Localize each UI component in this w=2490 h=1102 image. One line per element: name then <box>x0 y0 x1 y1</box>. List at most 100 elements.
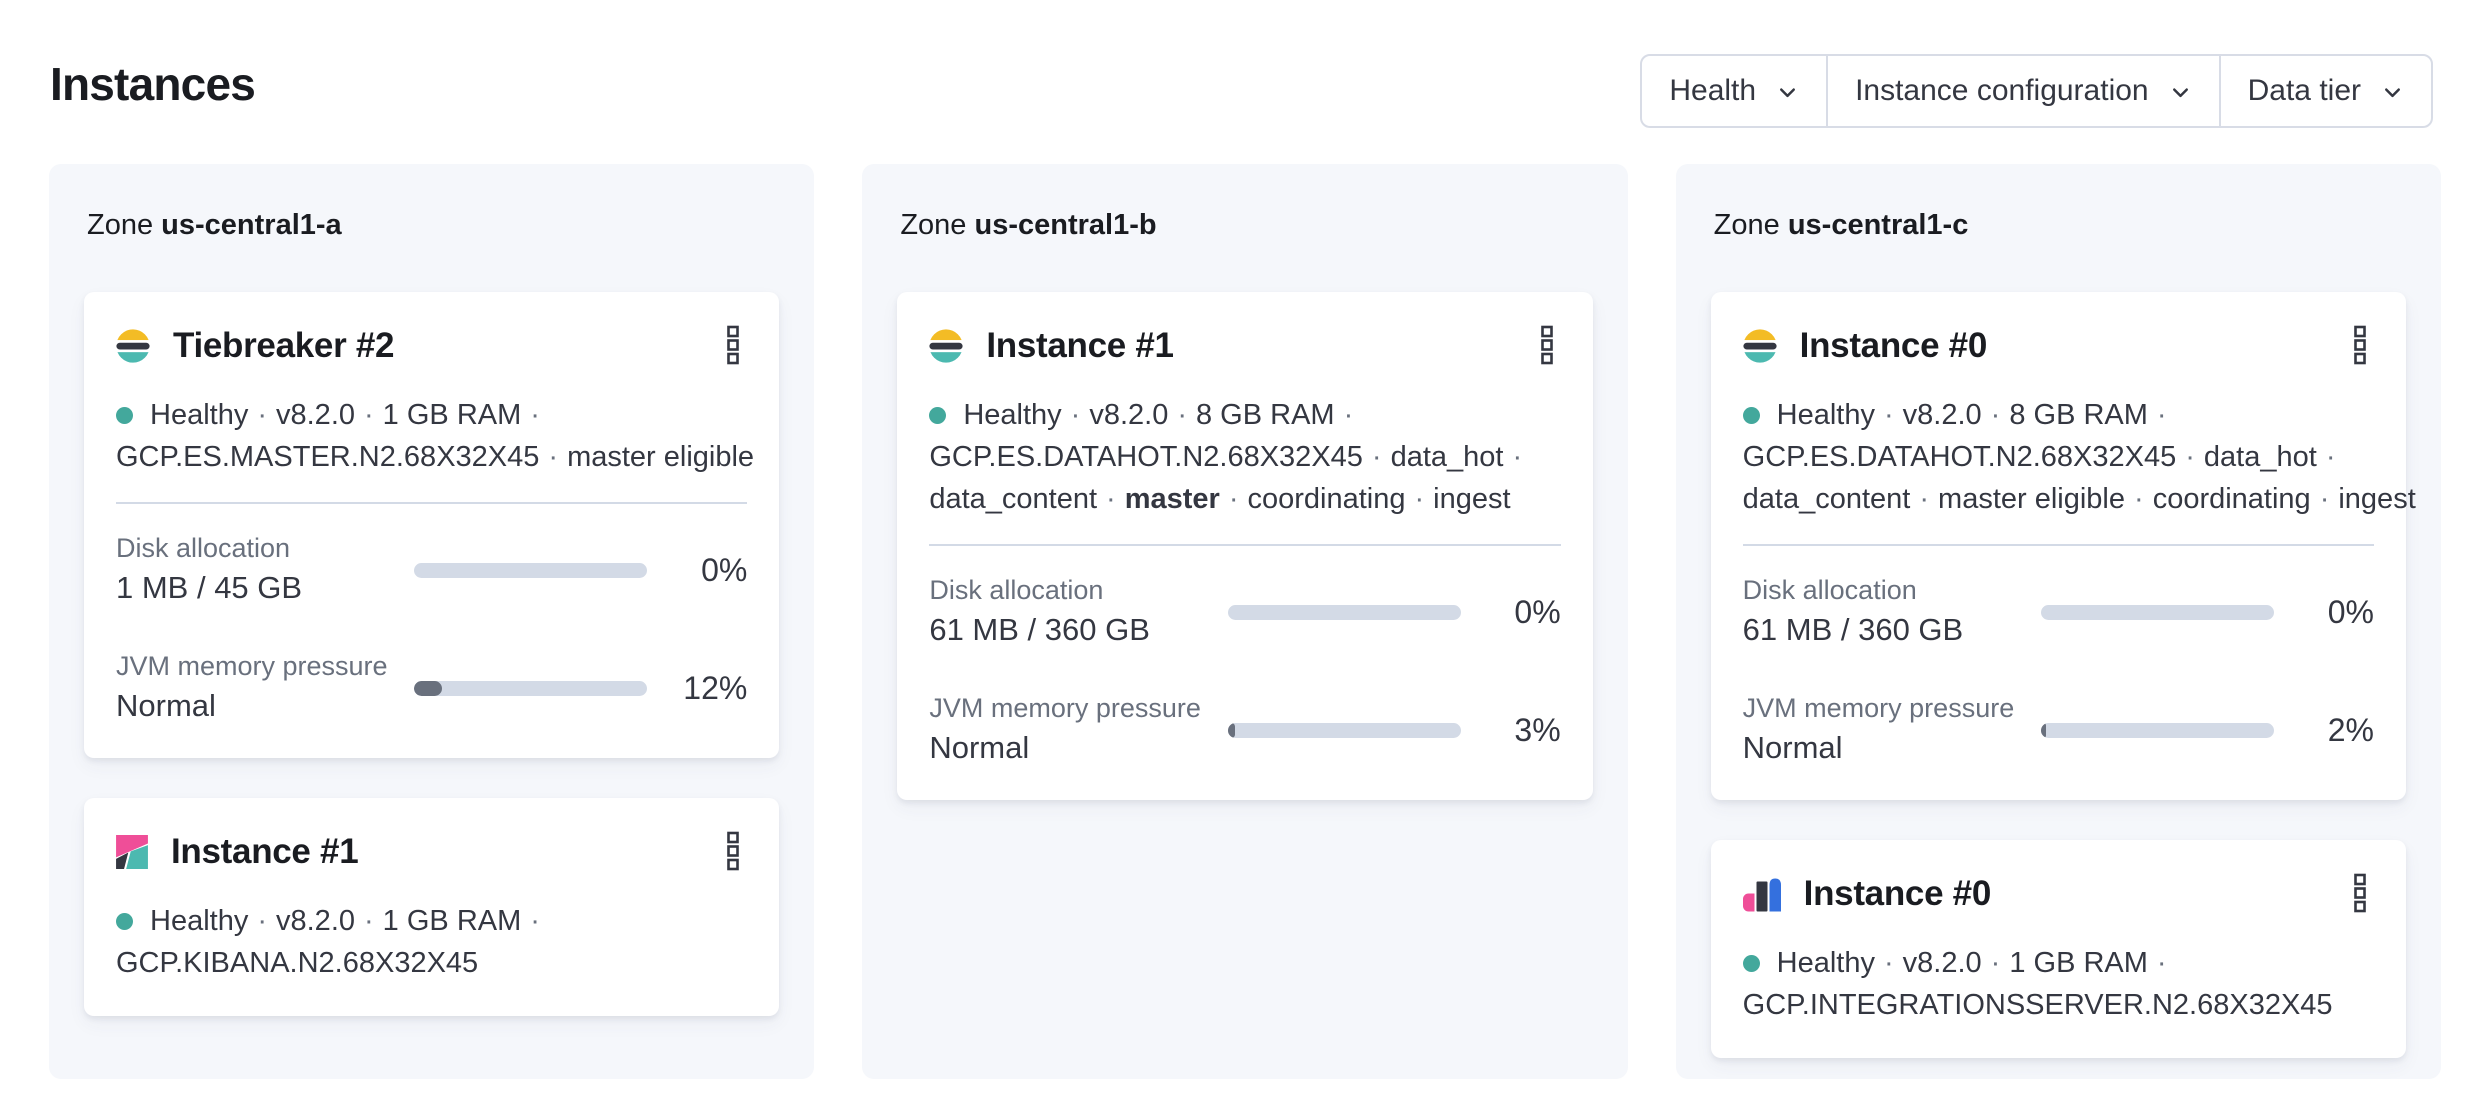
meta-separator: · <box>1228 483 1239 515</box>
metric-value: 61 MB / 360 GB <box>929 612 1150 647</box>
zone-panel-us-central1-a: Zone us-central1-a Tiebreaker #2 Healthy · v… <box>49 164 815 1079</box>
chevron-down-icon <box>1776 81 1799 104</box>
instance-meta-segment: data_content <box>929 483 1098 515</box>
instance-meta-segment: 8 GB RAM <box>1196 399 1335 431</box>
meta-separator: · <box>364 905 374 937</box>
filter-button-label: Data tier <box>2247 74 2361 107</box>
metric-progress-fill <box>1227 722 1235 738</box>
metric-row-disk-allocation: Disk allocation 1 MB / 45 GB 0% <box>116 532 747 608</box>
zone-label-prefix: Zone <box>87 209 162 241</box>
instance-meta-line: data_content · master · coordinating · ingest <box>929 478 1560 520</box>
instance-meta-line: Healthy · v8.2.0 · 8 GB RAM · <box>929 394 1560 436</box>
instance-card-header: Instance #0 <box>1742 870 2374 918</box>
instance-meta: Healthy · v8.2.0 · 1 GB RAM · GCP.INTEGRATIONS… <box>1742 942 2374 1026</box>
page-header: Instances Health Instance configuration Da… <box>0 0 2490 164</box>
instance-meta-segment: 1 GB RAM <box>382 399 522 431</box>
instance-meta-segment: master eligible <box>1938 483 2126 515</box>
metric-row-jvm-memory-pressure: JVM memory pressure Normal 12% <box>116 650 747 726</box>
instance-title: Instance #1 <box>986 326 1174 365</box>
zone-label-prefix: Zone <box>1713 209 1788 241</box>
metric-value: Normal <box>116 688 216 723</box>
metric-label: JVM memory pressure <box>116 651 388 681</box>
instance-menu-button[interactable] <box>711 322 755 370</box>
instance-menu-button[interactable] <box>2338 322 2382 370</box>
instance-card: Instance #0 Healthy · v8.2.0 · 8 GB RAM · GCP.E… <box>1710 292 2416 800</box>
instance-meta-segment: master eligible <box>567 441 755 473</box>
metric-text: JVM memory pressure Normal <box>1743 692 2041 768</box>
health-status-dot <box>1742 407 1760 424</box>
meta-separator: · <box>1990 947 2001 979</box>
meta-separator: · <box>257 905 267 937</box>
zone-name: us-central1-c <box>1787 209 1969 241</box>
filter-group: Health Instance configuration Data tier <box>1640 54 2433 128</box>
metric-value: Normal <box>929 730 1030 765</box>
instance-meta-line: data_content · master eligible · coordinatin… <box>1742 478 2416 520</box>
instance-meta: Healthy · v8.2.0 · 1 GB RAM · GCP.ES.MASTER.N2… <box>116 394 754 478</box>
instance-meta-segment: Healthy <box>1776 947 1875 979</box>
instance-menu-button[interactable] <box>1525 322 1569 370</box>
instance-meta-segment: Healthy <box>150 905 249 937</box>
metric-label: JVM memory pressure <box>929 693 1201 723</box>
boxes-vertical-icon <box>726 325 740 368</box>
instance-meta-segment: 1 GB RAM <box>2009 947 2148 979</box>
integrations-server-logo-icon <box>1742 876 1781 912</box>
instance-meta: Healthy · v8.2.0 · 1 GB RAM · GCP.KIBANA.N2.68… <box>116 900 747 984</box>
metric-label: Disk allocation <box>929 575 1104 605</box>
meta-separator: · <box>1371 441 1382 473</box>
meta-separator: · <box>530 905 540 937</box>
metric-percent: 12% <box>683 669 748 706</box>
meta-separator: · <box>2156 399 2167 431</box>
metric-percent: 0% <box>701 551 748 588</box>
instance-meta-segment: v8.2.0 <box>276 905 355 937</box>
boxes-vertical-icon <box>2353 873 2367 916</box>
instance-meta-segment: data_hot <box>2203 441 2317 473</box>
instance-card-header: Tiebreaker #2 <box>116 322 747 370</box>
metric-label: JVM memory pressure <box>1742 693 2015 723</box>
filter-button-data-tier[interactable]: Data tier <box>2218 56 2431 126</box>
instance-meta-segment: data_hot <box>1390 441 1504 473</box>
health-status-dot <box>1742 955 1760 972</box>
kibana-logo-icon <box>116 835 148 869</box>
metric-progress-fill <box>2040 722 2046 738</box>
instance-meta: Healthy · v8.2.0 · 8 GB RAM · GCP.ES.DATAHOT.N… <box>929 394 1560 520</box>
instance-card-header: Instance #1 <box>116 828 747 876</box>
meta-separator: · <box>1883 399 1894 431</box>
metric-text: Disk allocation 61 MB / 360 GB <box>1743 574 2041 650</box>
zones-container: Zone us-central1-a Tiebreaker #2 Healthy · v… <box>0 164 2490 1079</box>
metric-row-jvm-memory-pressure: JVM memory pressure Normal 2% <box>1743 692 2374 768</box>
instance-meta-line: GCP.ES.DATAHOT.N2.68X32X45 · data_hot · <box>929 436 1560 478</box>
instance-card: Instance #0 Healthy · v8.2.0 · 1 GB RAM · GCP.I… <box>1710 840 2406 1058</box>
health-status-dot <box>116 913 133 930</box>
health-status-dot <box>116 407 133 424</box>
instance-meta-line: GCP.ES.MASTER.N2.68X32X45 · master eligibl… <box>116 436 754 478</box>
instance-menu-button[interactable] <box>2338 870 2382 918</box>
elasticsearch-logo-icon <box>1742 329 1777 363</box>
metric-progress-bar <box>414 562 648 578</box>
metric-text: Disk allocation 1 MB / 45 GB <box>116 532 414 608</box>
instance-meta-segment: v8.2.0 <box>1902 399 1982 431</box>
instance-meta-segment: Healthy <box>150 399 249 431</box>
instance-card: Instance #1 Healthy · v8.2.0 · 1 GB RAM · GCP.K… <box>84 798 780 1016</box>
metric-row-disk-allocation: Disk allocation 61 MB / 360 GB 0% <box>1743 574 2374 650</box>
metric-progress-fill <box>414 680 443 696</box>
instance-title: Instance #0 <box>1799 326 1988 365</box>
metric-label: Disk allocation <box>116 533 291 563</box>
instance-meta-segment: v8.2.0 <box>1089 399 1169 431</box>
metric-value: 61 MB / 360 GB <box>1742 612 1964 647</box>
zone-panel-us-central1-c: Zone us-central1-c Instance #0 Healthy · v8.… <box>1675 164 2441 1079</box>
instance-meta-line: Healthy · v8.2.0 · 1 GB RAM · <box>1742 942 2374 984</box>
instance-meta-line: GCP.KIBANA.N2.68X32X45 <box>116 942 747 984</box>
elasticsearch-logo-icon <box>929 329 964 363</box>
instance-meta-segment: 8 GB RAM <box>2009 399 2148 431</box>
meta-separator: · <box>1919 483 1930 515</box>
metric-progress-bar <box>414 680 648 696</box>
filter-button-health[interactable]: Health <box>1642 56 1826 126</box>
instance-meta-segment: v8.2.0 <box>1902 947 1982 979</box>
instance-meta-segment: data_content <box>1742 483 1911 515</box>
filter-button-instance-configuration[interactable]: Instance configuration <box>1826 56 2219 126</box>
meta-separator: · <box>1512 441 1523 473</box>
meta-separator: · <box>1070 399 1081 431</box>
metric-text: JVM memory pressure Normal <box>929 692 1227 768</box>
instance-menu-button[interactable] <box>711 828 755 876</box>
instance-meta-line: Healthy · v8.2.0 · 1 GB RAM · <box>116 394 747 436</box>
